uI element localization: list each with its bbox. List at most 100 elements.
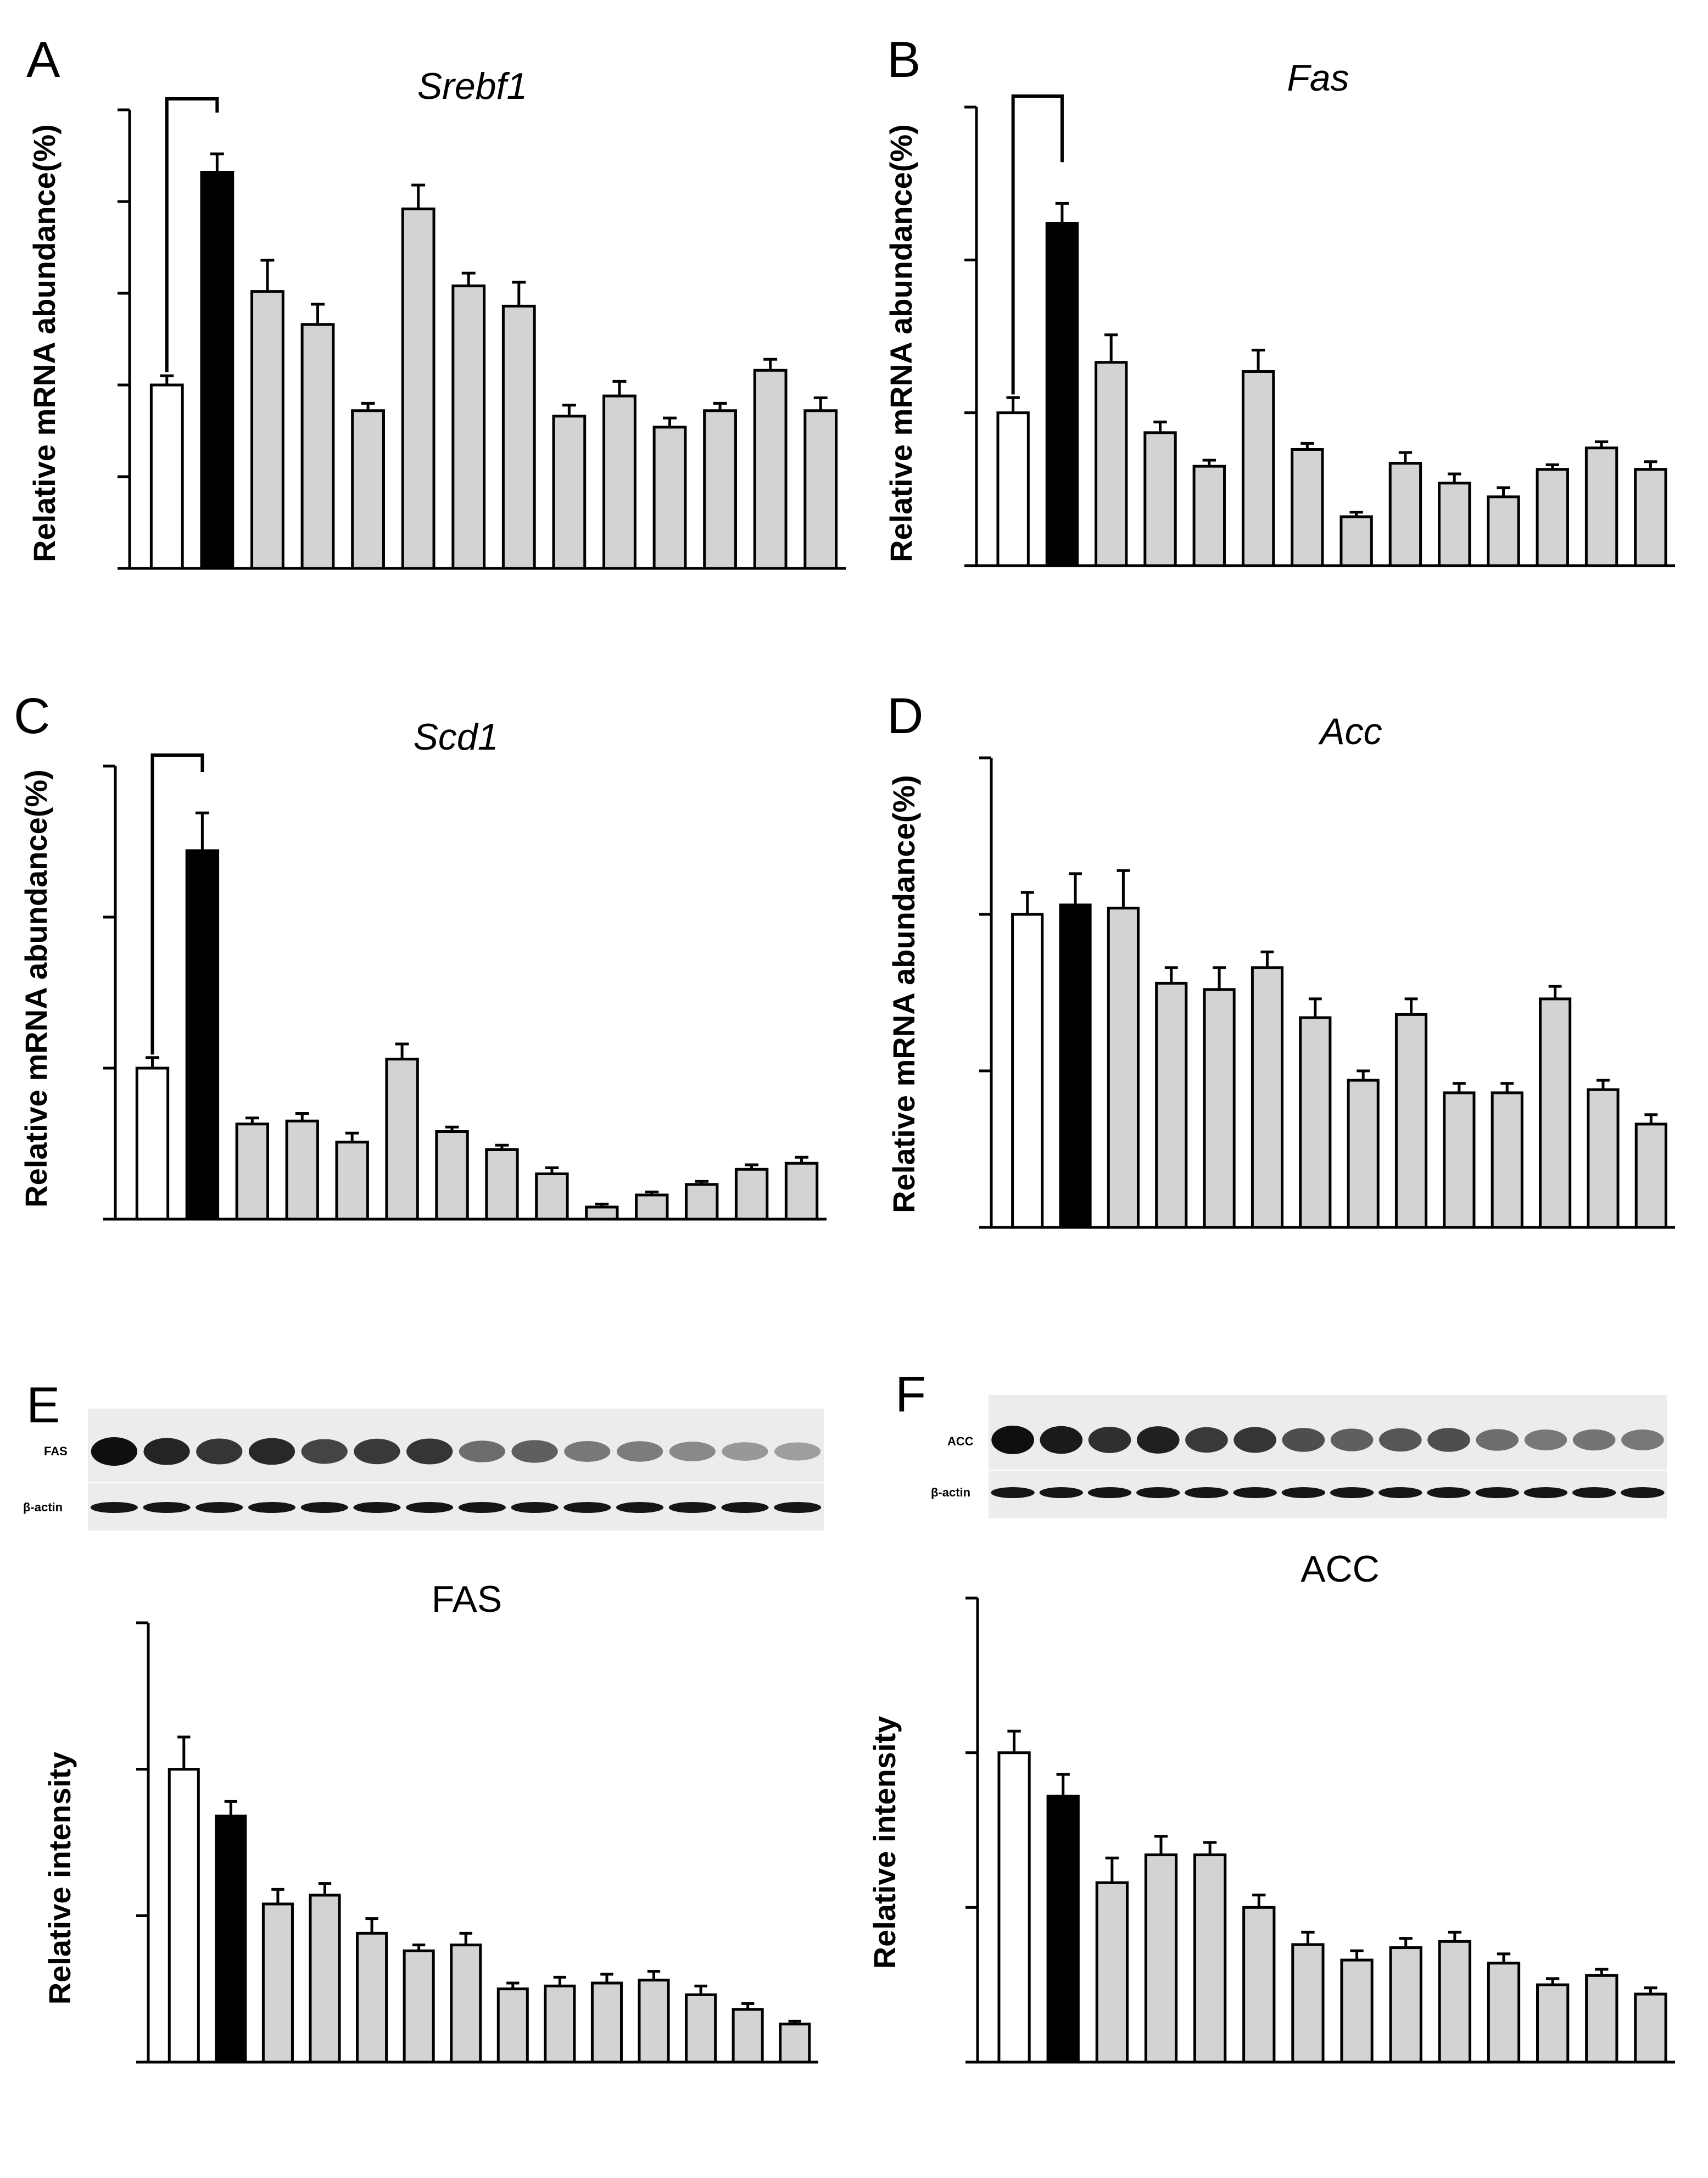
blot-band-target-DPE bbox=[1427, 1428, 1470, 1452]
blot-band-target-EPE bbox=[722, 1442, 768, 1461]
bar-SPE bbox=[1299, 1016, 1332, 1229]
panel-a-title: Srebf1 bbox=[417, 65, 527, 107]
bar-DPC bbox=[552, 415, 587, 570]
bar-DPS bbox=[1487, 495, 1520, 567]
panel-e-y-axis-label: Relative intensity bbox=[42, 1752, 77, 2005]
panel-d-letter: D bbox=[887, 688, 923, 744]
panel-c-y-axis-label: Relative mRNA abundance(%) bbox=[19, 769, 53, 1208]
blot-band-control-GPC bbox=[1087, 1487, 1132, 1498]
bar-SPE bbox=[450, 1944, 482, 2064]
blot-band-control-DPS bbox=[616, 1502, 664, 1513]
blot-band-control-SPS bbox=[1330, 1487, 1374, 1498]
bar-GPE bbox=[300, 323, 335, 570]
blot-band-control-GPC bbox=[196, 1502, 243, 1513]
blot-band-target-DPC bbox=[511, 1440, 558, 1463]
bar-N bbox=[135, 1066, 170, 1221]
bar-GPC bbox=[1095, 361, 1128, 567]
blot-band-target-GPC bbox=[1088, 1427, 1131, 1453]
blot-band-control-GPE bbox=[1136, 1487, 1180, 1498]
panel-a-chart: A Srebf1 Relative mRNA abundance(%) bbox=[26, 32, 846, 570]
panel-a-plot-area bbox=[118, 97, 846, 570]
blot-band-control-EPE bbox=[721, 1502, 769, 1513]
blot-band-target-N bbox=[991, 1426, 1034, 1454]
bar-SPS bbox=[1347, 1079, 1380, 1229]
bar-EPS bbox=[779, 2023, 811, 2064]
bar-N bbox=[1011, 913, 1044, 1229]
blot-band-control-SPC bbox=[1233, 1487, 1277, 1498]
blot-band-target-SPS bbox=[1330, 1428, 1374, 1451]
bar-GPC bbox=[1107, 907, 1140, 1229]
bar-SPE bbox=[1291, 448, 1324, 567]
bar-M bbox=[1059, 903, 1092, 1229]
bar-SPS bbox=[501, 304, 536, 570]
bar-DPE bbox=[590, 1981, 623, 2064]
blot-band-control-SPE bbox=[406, 1502, 454, 1513]
bar-N bbox=[996, 411, 1030, 567]
bar-DPC bbox=[1394, 1013, 1428, 1229]
panel-d-title: Acc bbox=[1318, 711, 1382, 752]
blot-band-target-N bbox=[91, 1437, 137, 1466]
bar-GPE bbox=[309, 1894, 341, 2064]
bar-SPS bbox=[1339, 515, 1373, 567]
bar-DPC bbox=[535, 1172, 569, 1221]
bar-SPE bbox=[435, 1130, 469, 1221]
blot-band-control-EPC bbox=[1523, 1487, 1568, 1498]
bar-EPC bbox=[685, 1993, 717, 2064]
blot-band-target-DPC bbox=[1379, 1428, 1422, 1452]
blot-band-target-DPS bbox=[1476, 1429, 1519, 1451]
bar-GPE bbox=[1143, 431, 1177, 567]
bar-EPE bbox=[1584, 446, 1618, 567]
bar-EPE bbox=[1587, 1088, 1620, 1229]
blot-band-target-SPE bbox=[406, 1438, 453, 1465]
bar-SPE bbox=[451, 284, 486, 570]
panel-e-blot-target-label: FAS bbox=[44, 1444, 68, 1458]
bar-EPC bbox=[1536, 468, 1569, 567]
blot-band-target-DPS bbox=[616, 1441, 663, 1462]
bar-SPC bbox=[403, 1949, 435, 2064]
bar-M bbox=[200, 171, 235, 570]
blot-band-control-DPC bbox=[511, 1502, 559, 1513]
blot-band-control-SPE bbox=[1281, 1487, 1326, 1498]
panel-e-blot: E FAS β-actin bbox=[23, 1377, 824, 1531]
bar-EPC bbox=[1536, 1983, 1570, 2064]
bar-DPE bbox=[1438, 1940, 1471, 2064]
panel-f-blot-membrane bbox=[989, 1395, 1667, 1518]
bar-DPC bbox=[1389, 1946, 1422, 2064]
panel-c-letter: C bbox=[14, 688, 50, 744]
blot-band-control-DPE bbox=[563, 1502, 611, 1513]
bar-DPS bbox=[1487, 1962, 1521, 2064]
blot-band-control-EPS bbox=[774, 1502, 822, 1513]
bar-SPC bbox=[1241, 370, 1275, 567]
blot-band-target-SPC bbox=[1233, 1427, 1276, 1453]
blot-band-target-GPS bbox=[1185, 1427, 1228, 1453]
bar-GPC bbox=[1095, 1881, 1129, 2064]
bar-DPS bbox=[1491, 1091, 1523, 1229]
panel-e-blot-divider bbox=[88, 1482, 824, 1483]
bar-GPC bbox=[261, 1902, 294, 2064]
blot-band-target-GPE bbox=[1136, 1426, 1180, 1454]
bar-SPS bbox=[485, 1148, 519, 1221]
blot-band-target-SPS bbox=[459, 1440, 505, 1462]
significance-bracket bbox=[1011, 94, 1064, 395]
blot-band-target-M bbox=[1040, 1426, 1083, 1454]
panel-f-blot-control-label: β-actin bbox=[931, 1485, 970, 1499]
bar-GPE bbox=[1144, 1853, 1178, 2064]
bar-EPS bbox=[1634, 468, 1667, 567]
panel-e-letter: E bbox=[26, 1377, 60, 1433]
bar-DPC bbox=[544, 1984, 576, 2064]
significance-bracket bbox=[150, 753, 204, 1055]
bar-N bbox=[997, 1751, 1031, 2064]
panel-e-blot-lanes bbox=[90, 1437, 822, 1513]
blot-band-target-GPC bbox=[196, 1438, 243, 1465]
bar-DPE bbox=[1438, 482, 1471, 567]
blot-band-target-GPS bbox=[301, 1439, 348, 1464]
panel-f-title: ACC bbox=[1300, 1548, 1380, 1590]
blot-band-control-GPS bbox=[300, 1502, 348, 1513]
panel-e-blot-control-label: β-actin bbox=[23, 1500, 63, 1514]
bar-SPE bbox=[1291, 1943, 1325, 2064]
blot-band-control-DPE bbox=[1427, 1487, 1471, 1498]
bar-EPS bbox=[803, 409, 838, 570]
panel-d-plot-area bbox=[979, 756, 1675, 1229]
bar-EPC bbox=[703, 409, 737, 570]
bar-M bbox=[215, 1814, 247, 2064]
